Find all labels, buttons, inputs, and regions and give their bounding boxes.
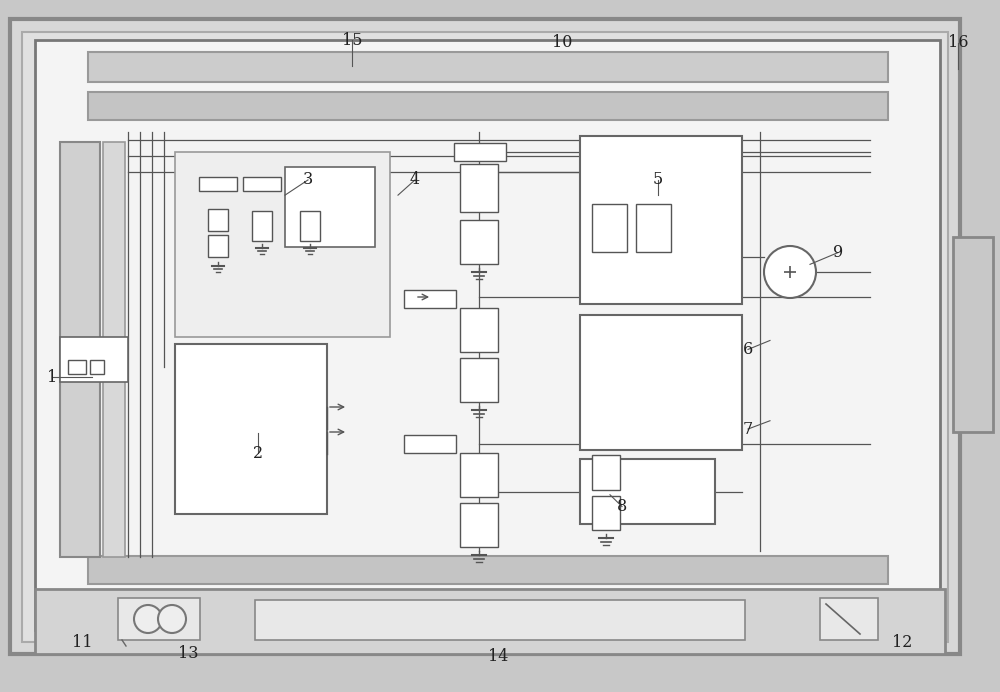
Bar: [592, 455, 620, 490]
Bar: [285, 167, 375, 247]
Bar: [404, 435, 456, 453]
Text: 8: 8: [617, 498, 627, 515]
Bar: [35, 589, 945, 654]
Bar: [820, 598, 878, 640]
Bar: [243, 177, 281, 191]
Bar: [460, 308, 498, 352]
Bar: [592, 204, 627, 252]
Text: 15: 15: [342, 32, 362, 48]
Bar: [460, 503, 498, 547]
Text: 16: 16: [948, 35, 968, 51]
Bar: [208, 235, 228, 257]
Bar: [636, 204, 671, 252]
Text: 2: 2: [253, 445, 263, 462]
Bar: [199, 177, 237, 191]
Text: 11: 11: [72, 634, 92, 650]
Text: 9: 9: [833, 244, 843, 261]
Bar: [175, 344, 327, 514]
Bar: [175, 152, 390, 337]
Text: 6: 6: [743, 341, 753, 358]
Bar: [208, 209, 228, 231]
Bar: [118, 598, 200, 640]
Bar: [953, 237, 993, 432]
Text: 12: 12: [892, 634, 912, 650]
Bar: [90, 360, 104, 374]
Bar: [404, 290, 456, 308]
Bar: [60, 337, 128, 382]
Text: 4: 4: [410, 172, 420, 188]
Bar: [88, 52, 888, 82]
Bar: [580, 459, 715, 524]
Text: 14: 14: [488, 648, 508, 664]
Bar: [68, 360, 86, 374]
Text: 10: 10: [552, 35, 572, 51]
Circle shape: [158, 605, 186, 633]
Bar: [255, 600, 745, 640]
Bar: [103, 142, 125, 557]
Bar: [88, 556, 888, 584]
Bar: [592, 496, 620, 530]
Bar: [460, 453, 498, 497]
Bar: [88, 92, 888, 120]
Bar: [300, 211, 320, 241]
Circle shape: [764, 246, 816, 298]
Circle shape: [134, 605, 162, 633]
Bar: [60, 142, 100, 557]
Bar: [580, 136, 742, 304]
Bar: [580, 315, 742, 450]
Bar: [252, 211, 272, 241]
Bar: [460, 358, 498, 402]
Text: 7: 7: [743, 421, 753, 437]
Bar: [460, 220, 498, 264]
Bar: [35, 40, 940, 630]
Bar: [22, 32, 948, 642]
Bar: [454, 143, 506, 161]
Text: 1: 1: [47, 369, 57, 385]
Text: 5: 5: [653, 172, 663, 188]
Text: 3: 3: [303, 172, 313, 188]
Bar: [460, 164, 498, 212]
Text: 13: 13: [178, 646, 198, 662]
